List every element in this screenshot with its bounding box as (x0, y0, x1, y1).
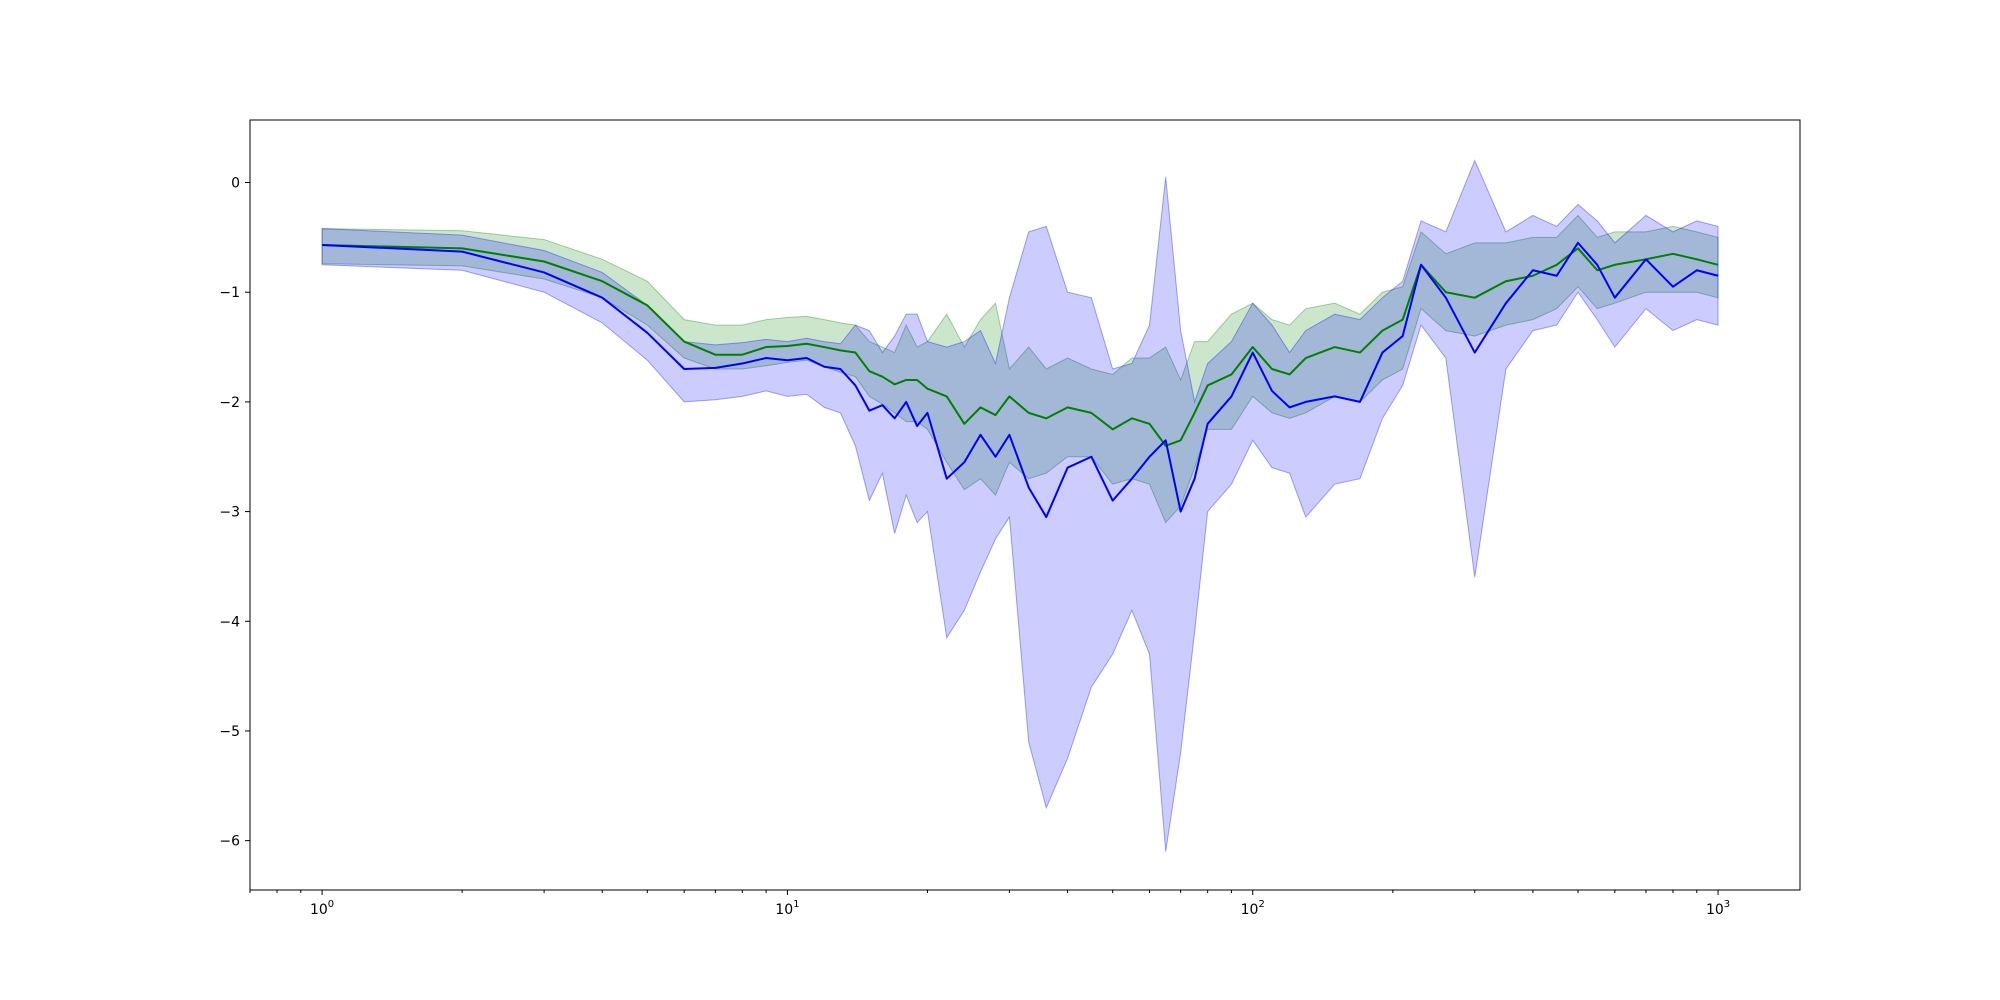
y-axis-ticks: 0 −1 −2 −3 −4 −5 −6 (219, 176, 250, 850)
x-tick-label: 102 (1241, 899, 1265, 918)
x-tick-label: 103 (1706, 899, 1730, 918)
x-axis-ticks: 100 101 102 103 (249, 890, 1730, 918)
series-lines (322, 241, 1719, 519)
x-tick-label: 100 (310, 899, 334, 918)
plot-frame (249, 119, 1801, 891)
y-tick-label: −4 (219, 614, 240, 630)
y-tick-label: −3 (219, 505, 240, 521)
series-1-band (321, 214, 1719, 524)
confidence-bands (321, 159, 1719, 852)
y-tick-label: −5 (219, 724, 240, 740)
series-1-line (322, 244, 1719, 447)
series-2-band (321, 159, 1719, 852)
y-tick-label: −2 (219, 395, 240, 411)
y-tick-label: −6 (219, 834, 240, 850)
y-tick-label: −1 (219, 285, 240, 301)
series-2-line (322, 241, 1719, 519)
y-tick-label: 0 (231, 176, 240, 192)
x-tick-label: 101 (775, 899, 799, 918)
